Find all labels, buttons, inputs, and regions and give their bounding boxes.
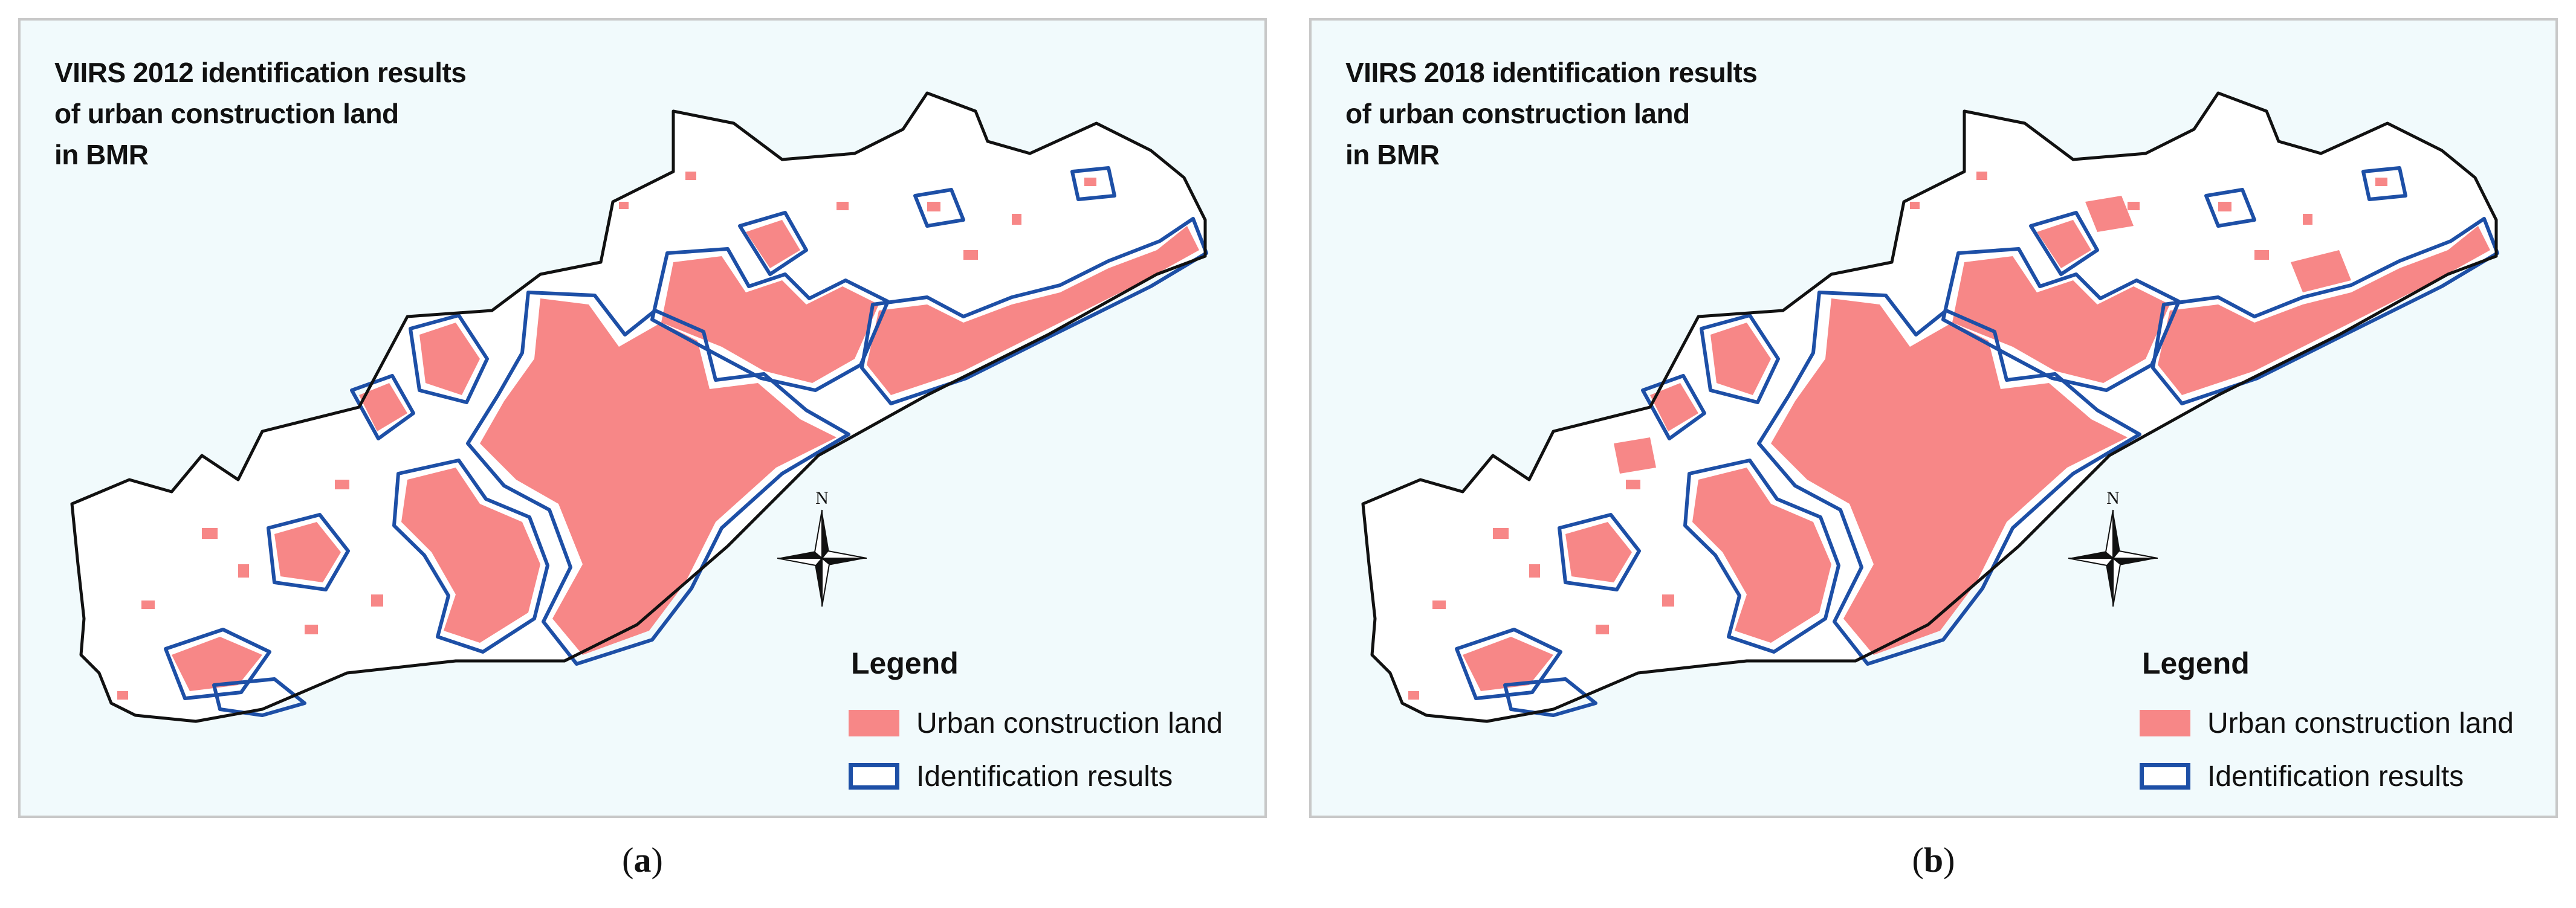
- panel-label-a: (a): [622, 840, 663, 880]
- legend-label: Identification results: [916, 760, 1173, 793]
- panel-label-b: (b): [1912, 840, 1955, 880]
- map-title-line: VIIRS 2018 identification results: [1345, 57, 1758, 88]
- identification-swatch-icon: [849, 763, 899, 790]
- north-arrow-icon: N: [2068, 488, 2158, 607]
- map-title-line: VIIRS 2012 identification results: [54, 57, 467, 88]
- map-title-line: in BMR: [1345, 139, 1440, 170]
- identification-swatch-icon: [2140, 763, 2190, 790]
- legend-heading: Legend: [2142, 646, 2250, 680]
- legend-item-identification: Identification results: [2140, 750, 2551, 803]
- map-title-b: VIIRS 2018 identification results of urb…: [1345, 52, 1889, 175]
- legend-a: Legend Urban construction land Identific…: [849, 646, 1260, 803]
- map-panel-b: VIIRS 2018 identification results of urb…: [1309, 18, 2558, 818]
- legend-b: Legend Urban construction land Identific…: [2140, 646, 2551, 803]
- map-title-line: in BMR: [54, 139, 149, 170]
- legend-heading: Legend: [851, 646, 959, 680]
- legend-label: Urban construction land: [2207, 707, 2514, 739]
- map-panel-a: VIIRS 2012 identification results of urb…: [18, 18, 1267, 818]
- legend-label: Urban construction land: [916, 707, 1223, 739]
- bmr-map-b: [1312, 21, 2555, 816]
- map-title-line: of urban construction land: [1345, 98, 1690, 129]
- legend-item-urban-land: Urban construction land: [849, 697, 1260, 750]
- map-title-line: of urban construction land: [54, 98, 399, 129]
- legend-label: Identification results: [2207, 760, 2464, 793]
- north-arrow-icon: N: [777, 488, 867, 607]
- legend-item-urban-land: Urban construction land: [2140, 697, 2551, 750]
- map-title-a: VIIRS 2012 identification results of urb…: [54, 52, 598, 175]
- urban-land-swatch-icon: [2140, 710, 2190, 736]
- north-label: N: [815, 488, 829, 508]
- legend-item-identification: Identification results: [849, 750, 1260, 803]
- north-label: N: [2106, 488, 2120, 508]
- urban-land-swatch-icon: [849, 710, 899, 736]
